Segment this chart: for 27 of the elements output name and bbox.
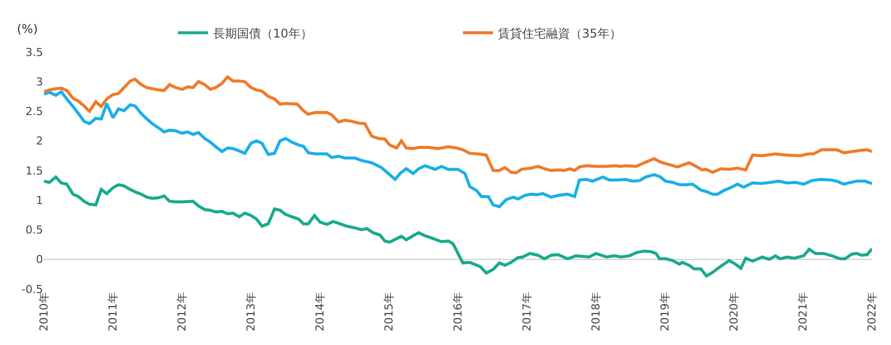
x-tick-label: 2019年 <box>658 292 672 332</box>
x-tick-label: 2022年 <box>866 292 879 332</box>
y-tick-label: 1.5 <box>26 164 43 178</box>
x-tick-label: 2012年 <box>176 292 189 332</box>
y-tick-label: 2 <box>36 134 43 148</box>
x-tick-label: 2015年 <box>382 292 396 332</box>
line-series <box>44 90 872 208</box>
x-tick-label: 2014年 <box>314 292 327 332</box>
legend-label: 賃貸住宅融資（35年） <box>498 26 622 40</box>
y-tick-label: 3.5 <box>26 46 43 59</box>
y-tick-label: 0 <box>36 253 43 266</box>
y-tick-label: 1 <box>36 194 43 207</box>
x-tick-label: 2018年 <box>590 292 603 332</box>
x-tick-label: 2011年 <box>106 292 120 332</box>
x-tick-label: 2017年 <box>520 292 534 332</box>
x-tick-label: 2010年 <box>38 292 51 332</box>
y-axis-title: (%) <box>17 22 38 36</box>
x-tick-label: 2020年 <box>728 292 741 332</box>
x-tick-label: 2016年 <box>452 292 465 332</box>
y-tick-label: 0.5 <box>26 224 43 237</box>
x-tick-label: 2021年 <box>796 292 810 332</box>
line-series <box>44 176 872 278</box>
x-tick-label: 2013年 <box>244 292 258 332</box>
y-tick-label: 3 <box>36 75 43 88</box>
line-series <box>44 75 872 174</box>
legend-label: 長期国債（10年） <box>213 26 312 40</box>
y-tick-label: 2.5 <box>26 105 43 118</box>
